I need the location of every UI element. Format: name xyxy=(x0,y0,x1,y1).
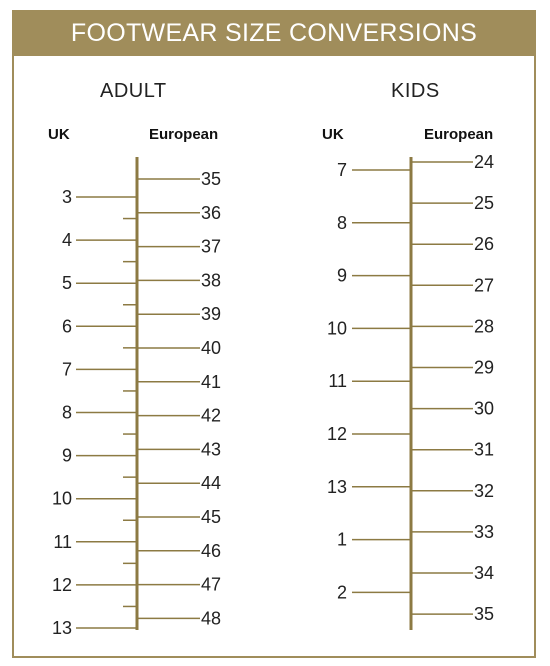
adult-european-tick-label: 40 xyxy=(201,338,221,358)
kids-uk-tick-label: 12 xyxy=(327,424,347,444)
adult-uk-tick-label: 11 xyxy=(53,532,72,552)
adult-uk-tick-label: 13 xyxy=(52,618,72,638)
adult-european-tick-label: 47 xyxy=(201,575,221,595)
kids-european-tick-label: 33 xyxy=(474,522,494,542)
adult-european-tick-label: 41 xyxy=(201,372,221,392)
adult-uk-tick-label: 5 xyxy=(62,273,72,293)
chart-frame xyxy=(12,10,536,658)
kids-european-tick-label: 24 xyxy=(474,152,494,172)
kids-uk-tick-label: 8 xyxy=(337,213,347,233)
adult-uk-tick-label: 9 xyxy=(62,446,72,466)
adult-section-title: ADULT xyxy=(100,80,167,102)
adult-european-tick-label: 38 xyxy=(201,270,221,290)
kids-uk-tick-label: 1 xyxy=(337,530,347,550)
adult-european-tick-label: 35 xyxy=(201,169,221,189)
kids-european-tick-label: 35 xyxy=(474,604,494,624)
kids-european-tick-label: 32 xyxy=(474,481,494,501)
kids-european-tick-label: 31 xyxy=(474,440,494,460)
kids-european-tick-label: 30 xyxy=(474,399,494,419)
adult-uk-tick-label: 8 xyxy=(62,403,72,423)
adult-european-tick-label: 46 xyxy=(201,541,221,561)
kids-european-tick-label: 25 xyxy=(474,193,494,213)
adult-european-tick-label: 43 xyxy=(201,439,221,459)
kids-uk-tick-label: 10 xyxy=(327,318,347,338)
kids-european-tick-label: 34 xyxy=(474,563,494,583)
adult-european-tick-label: 36 xyxy=(201,203,221,223)
kids-uk-tick-label: 2 xyxy=(337,582,347,602)
kids-uk-tick-label: 11 xyxy=(328,371,347,391)
adult-uk-tick-label: 7 xyxy=(62,359,72,379)
adult-european-tick-label: 44 xyxy=(201,473,221,493)
adult-uk-tick-label: 12 xyxy=(52,575,72,595)
adult-european-tick-label: 42 xyxy=(201,406,221,426)
kids-european-header: European xyxy=(424,126,494,143)
kids-uk-tick-label: 13 xyxy=(327,477,347,497)
kids-uk-tick-label: 7 xyxy=(337,160,347,180)
page-title: FOOTWEAR SIZE CONVERSIONS xyxy=(12,10,536,56)
adult-uk-tick-label: 6 xyxy=(62,316,72,336)
kids-uk-tick-label: 9 xyxy=(337,266,347,286)
adult-european-tick-label: 45 xyxy=(201,507,221,527)
kids-european-tick-label: 28 xyxy=(474,316,494,336)
adult-european-tick-label: 48 xyxy=(201,608,221,628)
adult-uk-header: UK xyxy=(48,126,70,143)
kids-european-tick-label: 29 xyxy=(474,358,494,378)
adult-european-tick-label: 37 xyxy=(201,237,221,257)
adult-uk-tick-label: 3 xyxy=(62,187,72,207)
adult-european-header: European xyxy=(149,126,219,143)
adult-uk-tick-label: 10 xyxy=(52,489,72,509)
kids-section-title: KIDS xyxy=(391,80,440,102)
kids-european-tick-label: 27 xyxy=(474,275,494,295)
adult-european-tick-label: 39 xyxy=(201,304,221,324)
kids-european-tick-label: 26 xyxy=(474,234,494,254)
adult-uk-tick-label: 4 xyxy=(62,230,72,250)
kids-uk-header: UK xyxy=(322,126,344,143)
